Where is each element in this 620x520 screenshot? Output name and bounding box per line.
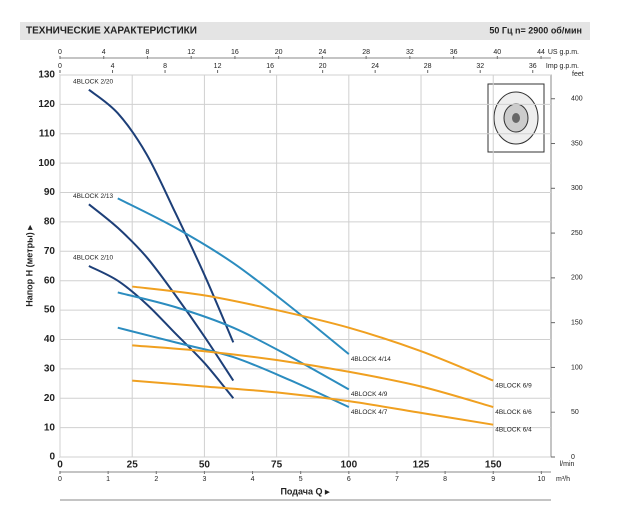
- y2-tick-label: 0: [571, 454, 575, 461]
- tick-label: 8: [443, 476, 447, 483]
- tick-label: 8: [163, 63, 167, 70]
- y-tick-label: 110: [39, 128, 56, 139]
- x-tick-label: 75: [271, 460, 283, 471]
- series-label: 4BLOCK 6/4: [495, 426, 532, 433]
- tick-label: 24: [371, 63, 379, 70]
- y-axis-label: Напор Н (метры) ▸: [24, 225, 34, 307]
- series-label: 4BLOCK 4/9: [351, 391, 388, 398]
- tick-label: 0: [58, 49, 62, 56]
- x-tick-label: 25: [127, 460, 139, 471]
- x-tick-label: 50: [199, 460, 211, 471]
- y-tick-label: 60: [44, 275, 56, 286]
- y2-tick-label: 200: [571, 275, 583, 282]
- y2-tick-label: 150: [571, 319, 583, 326]
- feet-unit: feet: [572, 71, 584, 78]
- tick-label: 40: [493, 49, 501, 56]
- tick-label: 7: [395, 476, 399, 483]
- y-tick-label: 40: [44, 334, 56, 345]
- tick-label: 36: [529, 63, 537, 70]
- tick-label: 12: [187, 49, 195, 56]
- y-tick-label: 30: [44, 363, 56, 374]
- curve: [88, 203, 235, 382]
- series-label: 4BLOCK 6/6: [495, 409, 532, 416]
- x-tick-label: 0: [57, 460, 63, 471]
- tick-label: 0: [58, 476, 62, 483]
- y2-tick-label: 300: [571, 185, 583, 192]
- tick-label: 44: [537, 49, 545, 56]
- series-label: 4BLOCK 4/7: [351, 409, 388, 416]
- impeller-icon: [487, 83, 545, 153]
- tick-label: 1: [106, 476, 110, 483]
- tick-label: 20: [275, 49, 283, 56]
- y2-tick-label: 350: [571, 140, 583, 147]
- y-tick-label: 130: [38, 70, 55, 81]
- series-label: 4BLOCK 6/9: [495, 382, 532, 389]
- y2-tick-label: 50: [571, 409, 579, 416]
- tick-label: 10: [537, 476, 545, 483]
- tick-label: 32: [406, 49, 414, 56]
- tick-label: 12: [214, 63, 222, 70]
- tick-label: 4: [102, 49, 106, 56]
- m3h-unit: m³/h: [556, 476, 570, 483]
- us-gpm-unit: US g.p.m.: [548, 49, 579, 56]
- y2-tick-label: 400: [571, 96, 583, 103]
- series-label: 4BLOCK 4/14: [351, 356, 391, 363]
- tick-label: 5: [299, 476, 303, 483]
- tick-label: 6: [347, 476, 351, 483]
- tick-label: 32: [476, 63, 484, 70]
- tick-label: 9: [491, 476, 495, 483]
- x-axis-label: Подача Q ▸: [280, 486, 330, 496]
- series-label: 4BLOCK 2/20: [73, 78, 113, 85]
- tick-label: 0: [58, 63, 62, 70]
- tick-label: 28: [424, 63, 432, 70]
- y-tick-label: 100: [38, 158, 55, 169]
- curve: [88, 88, 235, 343]
- tick-label: 36: [450, 49, 458, 56]
- y-tick-label: 90: [44, 187, 56, 198]
- y-tick-label: 120: [38, 99, 55, 110]
- x-tick-label: 150: [485, 460, 502, 471]
- y2-tick-label: 100: [571, 364, 583, 371]
- curve: [117, 291, 350, 391]
- tick-label: 24: [318, 49, 326, 56]
- header-bar: [20, 22, 590, 40]
- chart-title: ТЕХНИЧЕСКИЕ ХАРАКТЕРИСТИКИ: [26, 26, 197, 37]
- y-tick-label: 80: [44, 217, 56, 228]
- chart-subtitle: 50 Гц n= 2900 об/мин: [489, 25, 582, 35]
- tick-label: 4: [251, 476, 255, 483]
- y-tick-label: 20: [44, 393, 56, 404]
- curve: [117, 326, 350, 408]
- tick-label: 3: [202, 476, 206, 483]
- y-tick-label: 0: [49, 452, 55, 463]
- curve: [132, 344, 494, 409]
- tick-label: 2: [154, 476, 158, 483]
- curve: [88, 265, 235, 399]
- x-unit: l/min: [560, 461, 575, 468]
- tick-label: 8: [146, 49, 150, 56]
- curve: [117, 197, 350, 355]
- y-tick-label: 10: [44, 422, 56, 433]
- y-tick-label: 50: [44, 305, 56, 316]
- tick-label: 28: [362, 49, 370, 56]
- tick-label: 16: [266, 63, 274, 70]
- curve: [132, 379, 494, 426]
- y-tick-label: 70: [44, 246, 56, 257]
- x-tick-label: 100: [340, 460, 357, 471]
- series-label: 4BLOCK 2/10: [73, 255, 113, 262]
- x-tick-label: 125: [413, 460, 430, 471]
- tick-label: 4: [111, 63, 115, 70]
- imp-gpm-unit: Imp g.p.m.: [546, 63, 579, 70]
- curve: [132, 285, 494, 382]
- y2-tick-label: 250: [571, 230, 583, 237]
- tick-label: 16: [231, 49, 239, 56]
- series-label: 4BLOCK 2/13: [73, 193, 113, 200]
- tick-label: 20: [319, 63, 327, 70]
